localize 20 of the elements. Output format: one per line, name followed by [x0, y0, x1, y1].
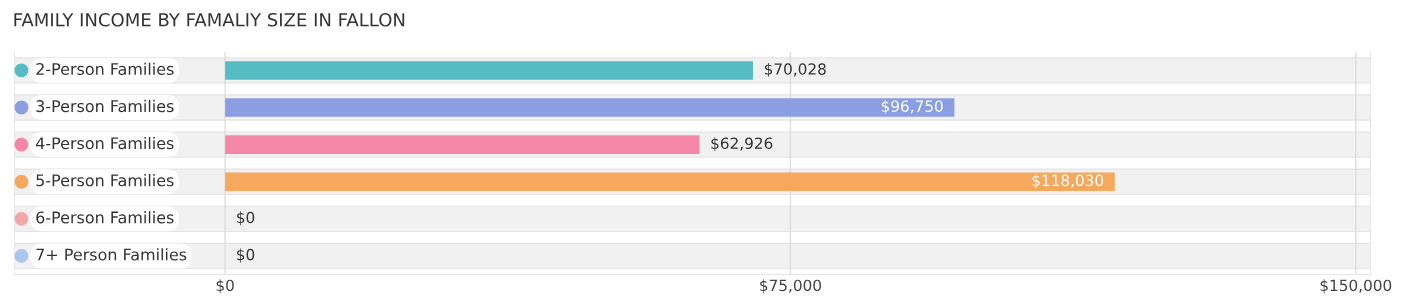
- data-label: $118,030: [1032, 174, 1104, 189]
- y-tick-label: 5-Person Families: [36, 174, 174, 187]
- bar: [225, 135, 700, 154]
- chart-title: FAMILY INCOME BY FAMALIY SIZE IN FALLON: [14, 12, 405, 27]
- data-label: $0: [237, 211, 255, 226]
- data-label: $70,028: [764, 63, 826, 77]
- data-label: $62,926: [711, 137, 773, 152]
- x-tick-label: $75,000: [760, 279, 822, 294]
- x-tick-label: $0: [216, 279, 234, 294]
- y-tick-label: 6-Person Families: [36, 211, 174, 224]
- y-tick-label: 7+ Person Families: [36, 248, 187, 261]
- bar: [225, 98, 955, 117]
- bar: [225, 172, 1115, 192]
- x-tick-label: $150,000: [1320, 279, 1392, 294]
- data-label: $0: [237, 248, 255, 263]
- y-tick-label: 2-Person Families: [36, 62, 174, 76]
- y-tick-label: 4-Person Families: [35, 136, 174, 150]
- bar: [225, 61, 753, 80]
- y-tick-label: 3-Person Families: [36, 99, 174, 113]
- data-label: $96,750: [881, 100, 943, 114]
